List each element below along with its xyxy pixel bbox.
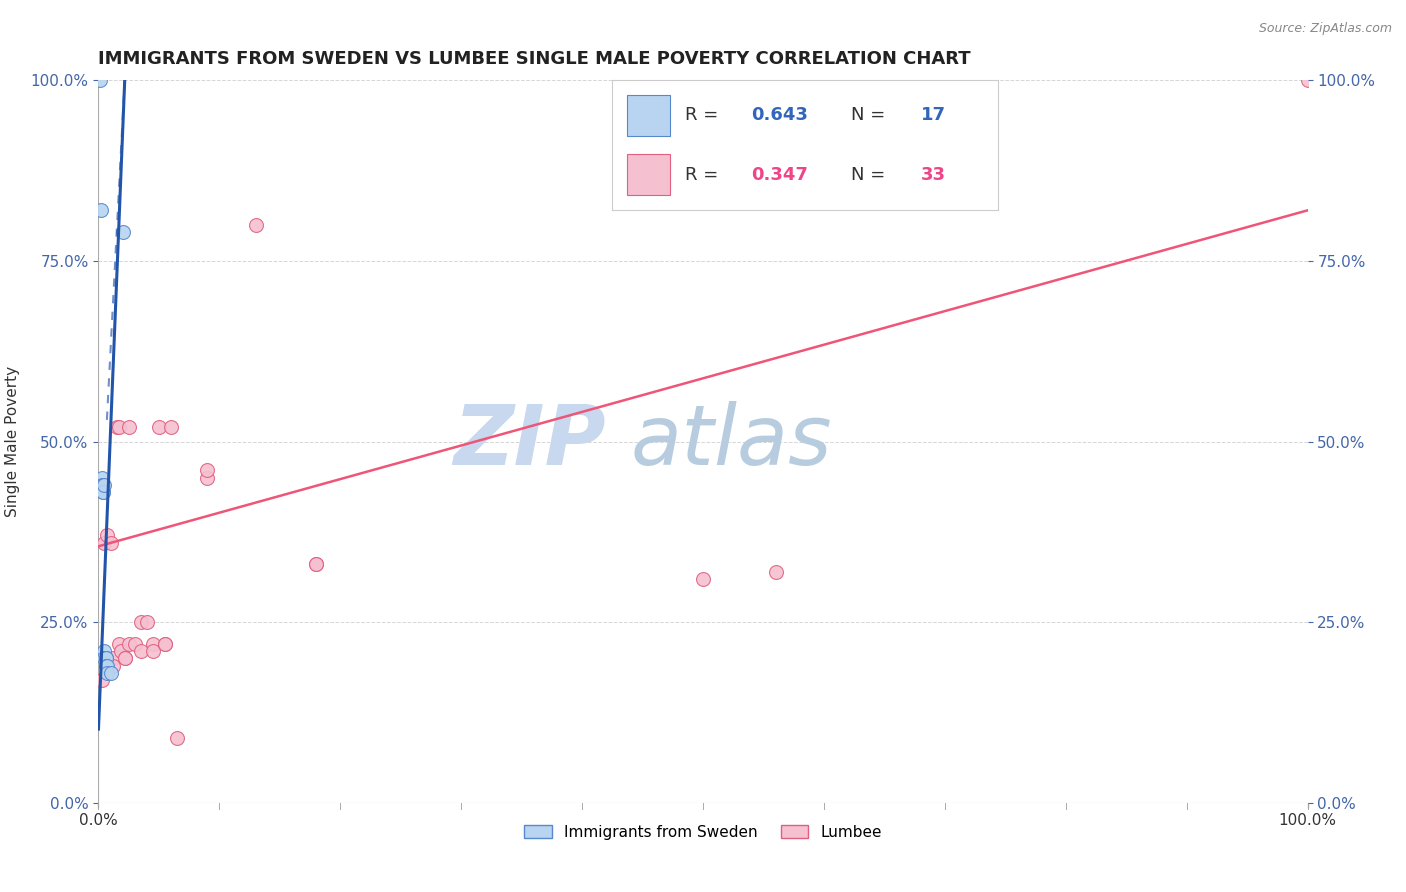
Point <box>765 565 787 579</box>
Point <box>124 637 146 651</box>
Point <box>160 420 183 434</box>
Text: N =: N = <box>852 106 891 124</box>
Point <box>142 644 165 658</box>
Point <box>114 651 136 665</box>
Point <box>305 558 328 572</box>
Point <box>135 615 157 630</box>
Point <box>91 478 114 492</box>
Legend: Immigrants from Sweden, Lumbee: Immigrants from Sweden, Lumbee <box>519 819 887 846</box>
Point <box>93 651 115 665</box>
Point <box>90 203 112 218</box>
Text: 33: 33 <box>921 166 946 184</box>
Point <box>114 651 136 665</box>
Point <box>142 637 165 651</box>
Point <box>96 658 118 673</box>
Point <box>93 535 115 549</box>
Text: atlas: atlas <box>630 401 832 482</box>
Point <box>89 73 111 87</box>
Point <box>100 665 122 680</box>
Point <box>118 420 141 434</box>
Point <box>148 420 170 434</box>
Point <box>91 478 114 492</box>
Point <box>91 485 114 500</box>
Point <box>1296 73 1319 87</box>
Point <box>108 637 131 651</box>
Text: Source: ZipAtlas.com: Source: ZipAtlas.com <box>1258 22 1392 36</box>
Point <box>305 558 328 572</box>
Point <box>101 658 124 673</box>
Point <box>108 420 131 434</box>
Point <box>153 637 176 651</box>
Point <box>195 470 218 484</box>
Point <box>96 665 118 680</box>
Point <box>91 485 114 500</box>
Point <box>118 637 141 651</box>
Point <box>111 225 134 239</box>
Point <box>94 658 117 673</box>
Point <box>166 731 188 745</box>
Point <box>692 572 714 586</box>
Text: IMMIGRANTS FROM SWEDEN VS LUMBEE SINGLE MALE POVERTY CORRELATION CHART: IMMIGRANTS FROM SWEDEN VS LUMBEE SINGLE … <box>98 50 972 68</box>
Text: 0.347: 0.347 <box>751 166 807 184</box>
Text: 0.643: 0.643 <box>751 106 807 124</box>
Text: ZIP: ZIP <box>454 401 606 482</box>
Point <box>94 651 117 665</box>
Text: N =: N = <box>852 166 891 184</box>
Point <box>94 651 117 665</box>
Point <box>153 637 176 651</box>
Point <box>105 420 128 434</box>
Bar <box>627 154 669 195</box>
Y-axis label: Single Male Poverty: Single Male Poverty <box>4 366 20 517</box>
Point <box>100 535 122 549</box>
Point <box>91 673 114 687</box>
Point <box>101 651 124 665</box>
Text: 17: 17 <box>921 106 946 124</box>
Text: R =: R = <box>685 106 724 124</box>
Point <box>129 615 152 630</box>
Point <box>129 644 152 658</box>
Bar <box>627 95 669 136</box>
Point <box>110 644 132 658</box>
Point <box>245 218 267 232</box>
Point <box>93 644 115 658</box>
Point <box>91 470 114 484</box>
Point <box>96 528 118 542</box>
Point <box>93 478 115 492</box>
Text: R =: R = <box>685 166 724 184</box>
Point <box>195 463 218 477</box>
